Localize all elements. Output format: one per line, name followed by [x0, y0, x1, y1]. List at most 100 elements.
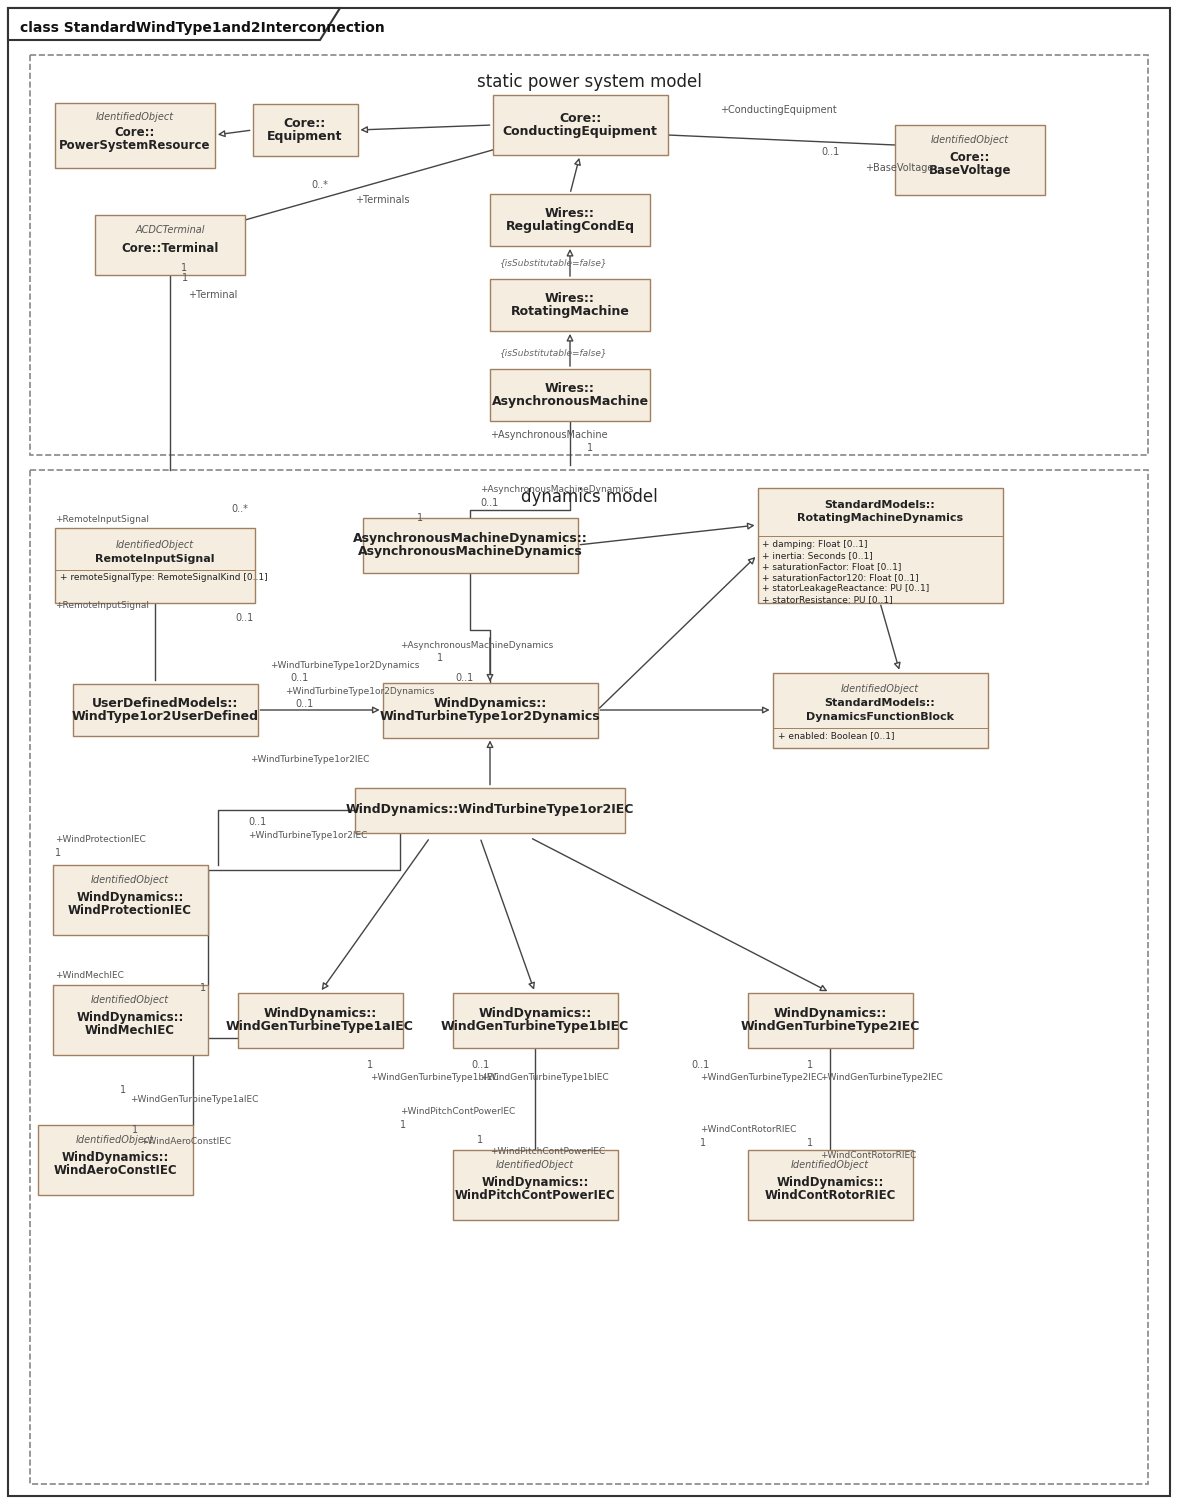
Text: + inertia: Seconds [0..1]: + inertia: Seconds [0..1] — [762, 550, 873, 559]
FancyBboxPatch shape — [238, 993, 403, 1047]
Text: 0..1: 0..1 — [471, 1060, 489, 1069]
Text: IdentifiedObject: IdentifiedObject — [91, 875, 170, 884]
Text: WindMechIEC: WindMechIEC — [85, 1024, 176, 1036]
Text: 0..*: 0..* — [311, 180, 329, 190]
Text: 1: 1 — [132, 1125, 138, 1136]
Text: 1: 1 — [120, 1084, 126, 1095]
Text: + saturationFactor120: Float [0..1]: + saturationFactor120: Float [0..1] — [762, 573, 919, 582]
Text: StandardModels::: StandardModels:: — [825, 698, 935, 708]
Text: +WindGenTurbineType2IEC: +WindGenTurbineType2IEC — [820, 1072, 942, 1081]
Text: + statorLeakageReactance: PU [0..1]: + statorLeakageReactance: PU [0..1] — [762, 584, 929, 593]
Text: 1: 1 — [807, 1060, 813, 1069]
FancyBboxPatch shape — [757, 487, 1002, 603]
Text: UserDefinedModels::: UserDefinedModels:: — [92, 696, 238, 710]
Text: {isSubstitutable=false}: {isSubstitutable=false} — [499, 349, 608, 358]
Text: 1: 1 — [55, 848, 61, 857]
FancyBboxPatch shape — [773, 672, 987, 747]
FancyBboxPatch shape — [363, 517, 577, 573]
FancyBboxPatch shape — [748, 1151, 913, 1220]
Text: 0..1: 0..1 — [455, 672, 474, 683]
Text: + statorResistance: PU [0..1]: + statorResistance: PU [0..1] — [762, 594, 893, 603]
Text: +WindGenTurbineType1aIEC: +WindGenTurbineType1aIEC — [130, 1095, 258, 1104]
Text: +WindTurbineType1or2Dynamics: +WindTurbineType1or2Dynamics — [270, 660, 419, 669]
Text: ACDCTerminal: ACDCTerminal — [135, 226, 205, 235]
Text: AsynchronousMachineDynamics::: AsynchronousMachineDynamics:: — [352, 532, 588, 544]
FancyBboxPatch shape — [383, 683, 597, 737]
Text: WindGenTurbineType1aIEC: WindGenTurbineType1aIEC — [226, 1020, 413, 1033]
Text: 1: 1 — [181, 263, 187, 274]
Text: WindDynamics::: WindDynamics:: — [264, 1008, 377, 1020]
FancyBboxPatch shape — [55, 528, 254, 603]
Text: 1: 1 — [587, 444, 593, 453]
Text: RotatingMachineDynamics: RotatingMachineDynamics — [798, 513, 964, 523]
FancyBboxPatch shape — [38, 1125, 192, 1196]
FancyBboxPatch shape — [748, 993, 913, 1047]
Text: BaseVoltage: BaseVoltage — [928, 164, 1011, 177]
FancyBboxPatch shape — [252, 104, 357, 156]
Text: + damping: Float [0..1]: + damping: Float [0..1] — [762, 540, 868, 549]
Text: WindType1or2UserDefined: WindType1or2UserDefined — [72, 710, 258, 723]
Text: 0..1: 0..1 — [290, 672, 309, 683]
Text: +Terminals: +Terminals — [355, 196, 410, 205]
Text: +AsynchronousMachineDynamics: +AsynchronousMachineDynamics — [479, 486, 634, 495]
Text: +Terminal: +Terminal — [188, 290, 238, 299]
Text: +WindMechIEC: +WindMechIEC — [55, 970, 124, 979]
Text: WindAeroConstIEC: WindAeroConstIEC — [53, 1164, 177, 1178]
Text: 0..1: 0..1 — [236, 614, 254, 623]
Text: static power system model: static power system model — [477, 74, 701, 92]
Text: Core::: Core:: — [558, 111, 601, 125]
Text: class StandardWindType1and2Interconnection: class StandardWindType1and2Interconnecti… — [20, 21, 385, 35]
Text: +WindTurbineType1or2IEC: +WindTurbineType1or2IEC — [249, 830, 368, 839]
Text: 1: 1 — [700, 1139, 706, 1148]
Text: +WindPitchContPowerIEC: +WindPitchContPowerIEC — [490, 1148, 605, 1157]
Text: WindContRotorRIEC: WindContRotorRIEC — [765, 1190, 895, 1202]
Text: +WindGenTurbineType1bIEC: +WindGenTurbineType1bIEC — [479, 1072, 609, 1081]
Text: +WindGenTurbineType1bIEC: +WindGenTurbineType1bIEC — [370, 1072, 498, 1081]
Text: 0..1: 0..1 — [479, 498, 498, 508]
FancyBboxPatch shape — [490, 194, 650, 247]
Text: WindTurbineType1or2Dynamics: WindTurbineType1or2Dynamics — [379, 710, 601, 723]
FancyBboxPatch shape — [490, 368, 650, 421]
Text: RegulatingCondEq: RegulatingCondEq — [505, 220, 635, 233]
Polygon shape — [8, 8, 340, 41]
Text: 0..1: 0..1 — [821, 147, 839, 156]
Text: ConductingEquipment: ConductingEquipment — [503, 125, 657, 138]
Text: +WindContRotorRIEC: +WindContRotorRIEC — [820, 1151, 916, 1160]
FancyBboxPatch shape — [452, 1151, 617, 1220]
Text: WindDynamics::: WindDynamics:: — [776, 1176, 884, 1190]
Text: WindDynamics::WindTurbineType1or2IEC: WindDynamics::WindTurbineType1or2IEC — [346, 803, 634, 817]
FancyBboxPatch shape — [53, 985, 207, 1054]
Text: WindProtectionIEC: WindProtectionIEC — [68, 904, 192, 917]
Text: WindDynamics::: WindDynamics:: — [774, 1008, 887, 1020]
Text: WindDynamics::: WindDynamics:: — [434, 696, 547, 710]
Text: 0..1: 0..1 — [690, 1060, 709, 1069]
Text: +BaseVoltage: +BaseVoltage — [865, 162, 933, 173]
FancyBboxPatch shape — [73, 684, 258, 735]
Text: IdentifiedObject: IdentifiedObject — [91, 996, 170, 1005]
Text: WindGenTurbineType1bIEC: WindGenTurbineType1bIEC — [441, 1020, 629, 1033]
Text: Core::: Core:: — [114, 126, 155, 138]
Text: IdentifiedObject: IdentifiedObject — [790, 1160, 869, 1170]
Text: WindDynamics::: WindDynamics:: — [77, 890, 184, 904]
Text: DynamicsFunctionBlock: DynamicsFunctionBlock — [806, 711, 954, 722]
Text: +RemoteInputSignal: +RemoteInputSignal — [55, 600, 148, 609]
Text: WindDynamics::: WindDynamics:: — [61, 1151, 168, 1164]
Text: 0..1: 0..1 — [294, 699, 313, 708]
FancyBboxPatch shape — [8, 8, 1170, 1496]
Text: +AsynchronousMachine: +AsynchronousMachine — [490, 430, 608, 441]
Text: WindDynamics::: WindDynamics:: — [482, 1176, 589, 1190]
Text: 0..1: 0..1 — [249, 817, 266, 827]
Text: 1: 1 — [417, 513, 423, 523]
Text: 1: 1 — [181, 274, 188, 283]
Text: dynamics model: dynamics model — [521, 487, 657, 505]
FancyBboxPatch shape — [895, 125, 1045, 196]
Text: 1: 1 — [401, 1120, 406, 1130]
Text: 1: 1 — [437, 653, 443, 663]
Text: AsynchronousMachine: AsynchronousMachine — [491, 396, 649, 408]
Text: Core::: Core:: — [284, 117, 326, 129]
FancyBboxPatch shape — [95, 215, 245, 275]
FancyBboxPatch shape — [490, 280, 650, 331]
Text: AsynchronousMachineDynamics: AsynchronousMachineDynamics — [358, 544, 582, 558]
FancyBboxPatch shape — [452, 993, 617, 1047]
FancyBboxPatch shape — [492, 95, 668, 155]
